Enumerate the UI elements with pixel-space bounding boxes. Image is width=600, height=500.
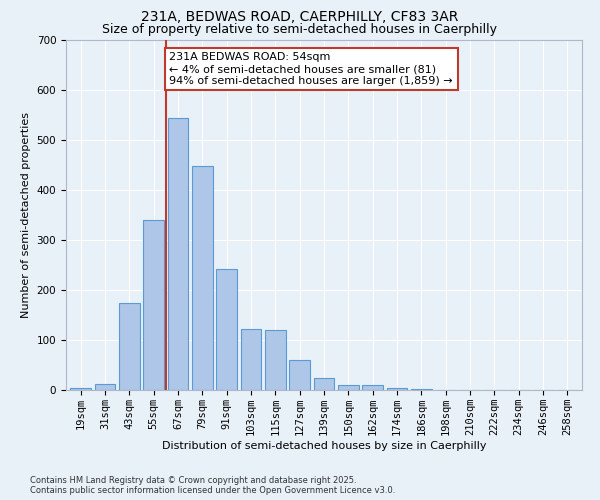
Bar	[265, 330, 286, 390]
Bar	[386, 388, 407, 390]
Y-axis label: Number of semi-detached properties: Number of semi-detached properties	[21, 112, 31, 318]
Bar	[289, 360, 310, 390]
Bar	[167, 118, 188, 390]
Bar	[70, 388, 91, 390]
X-axis label: Distribution of semi-detached houses by size in Caerphilly: Distribution of semi-detached houses by …	[162, 440, 486, 450]
Text: Contains HM Land Registry data © Crown copyright and database right 2025.
Contai: Contains HM Land Registry data © Crown c…	[30, 476, 395, 495]
Bar	[119, 302, 140, 390]
Bar	[314, 378, 334, 390]
Bar	[241, 329, 262, 390]
Bar	[95, 384, 115, 390]
Bar	[362, 385, 383, 390]
Bar	[338, 385, 359, 390]
Text: 231A BEDWAS ROAD: 54sqm
← 4% of semi-detached houses are smaller (81)
94% of sem: 231A BEDWAS ROAD: 54sqm ← 4% of semi-det…	[169, 52, 453, 86]
Bar	[192, 166, 212, 390]
Bar	[411, 389, 432, 390]
Text: 231A, BEDWAS ROAD, CAERPHILLY, CF83 3AR: 231A, BEDWAS ROAD, CAERPHILLY, CF83 3AR	[142, 10, 458, 24]
Bar	[216, 269, 237, 390]
Bar	[143, 220, 164, 390]
Text: Size of property relative to semi-detached houses in Caerphilly: Size of property relative to semi-detach…	[103, 22, 497, 36]
